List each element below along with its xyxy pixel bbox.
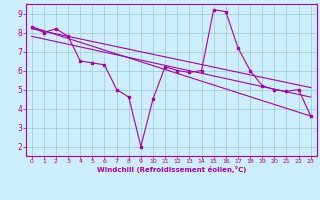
X-axis label: Windchill (Refroidissement éolien,°C): Windchill (Refroidissement éolien,°C) — [97, 166, 246, 173]
